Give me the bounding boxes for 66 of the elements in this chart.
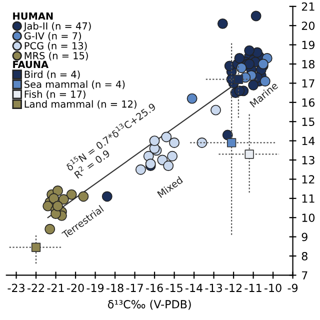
- x-tick-label: -9: [288, 284, 298, 292]
- y-tick-label: 18: [302, 60, 315, 68]
- point: [234, 86, 245, 96]
- annotation: FAUNA: [13, 60, 48, 68]
- x-tick-label: -20: [67, 284, 84, 292]
- y-tick-label: 21: [302, 2, 314, 11]
- x-tick-label: -14: [186, 284, 202, 292]
- point: [210, 104, 221, 116]
- x-tick-label: -21: [47, 284, 64, 292]
- point: [163, 160, 174, 171]
- y-tick-label: 9: [302, 232, 308, 242]
- y-tick-label: 10: [302, 214, 315, 222]
- legend-label: Sea mammal (n = 4): [24, 80, 125, 90]
- x-tick-label: -22: [27, 284, 44, 292]
- y-tick-label: 20: [302, 22, 315, 30]
- x-tick-label: -18: [106, 284, 124, 292]
- x-tick-label: -19: [86, 284, 104, 292]
- x-tick-label: -15: [166, 284, 182, 292]
- legend-label: PCG (n = 13): [24, 42, 87, 51]
- point: [58, 194, 69, 205]
- y-tick-label: 14: [302, 136, 315, 146]
- point: [167, 150, 178, 162]
- point: [135, 164, 146, 175]
- y-tick-label: 16: [302, 98, 315, 107]
- point: [234, 53, 245, 64]
- y-tick-label: 15: [302, 118, 314, 126]
- legend-label: G-IV (n = 7): [24, 32, 81, 41]
- legend-label: Fish (n = 17): [24, 90, 86, 99]
- point: [48, 193, 60, 204]
- y-tick-label: 7: [302, 271, 308, 280]
- point: [169, 137, 180, 148]
- x-tick-label: -23: [8, 284, 24, 292]
- y-tick-label: 17: [302, 79, 314, 88]
- point: [161, 132, 172, 142]
- point: [244, 45, 255, 56]
- legend-label: Jab-II (n = 47): [23, 22, 91, 32]
- point: [244, 150, 254, 159]
- y-tick-label: 13: [302, 156, 314, 164]
- point: [217, 18, 228, 29]
- x-tick-label: -11: [244, 284, 262, 292]
- y-tick-label: 11: [302, 194, 314, 203]
- point: [250, 10, 262, 22]
- x-tick-label: -16: [146, 284, 163, 292]
- y-tick-label: 19: [302, 40, 314, 50]
- legend-label: Bird (n = 4): [24, 70, 80, 80]
- point: [196, 137, 208, 148]
- point: [52, 200, 63, 212]
- point: [31, 242, 41, 252]
- y-tick-label: 8: [302, 252, 308, 260]
- x-tick-label: -13: [205, 284, 222, 292]
- x-axis-title: δ¹³C‰ (V-PDB): [108, 300, 191, 310]
- point: [234, 74, 244, 84]
- y-tick-label: 12: [302, 175, 314, 184]
- annotation: HUMAN: [13, 12, 53, 20]
- x-tick-label: -10: [264, 284, 282, 292]
- point: [44, 224, 56, 234]
- point: [186, 93, 198, 104]
- legend-label: MRS (n = 15): [24, 52, 88, 60]
- point: [66, 189, 77, 200]
- point: [78, 191, 89, 202]
- point: [52, 185, 63, 196]
- point: [226, 138, 236, 148]
- point: [149, 136, 160, 146]
- x-tick-label: -12: [225, 284, 242, 292]
- x-tick-label: -17: [126, 284, 143, 292]
- point: [102, 191, 112, 202]
